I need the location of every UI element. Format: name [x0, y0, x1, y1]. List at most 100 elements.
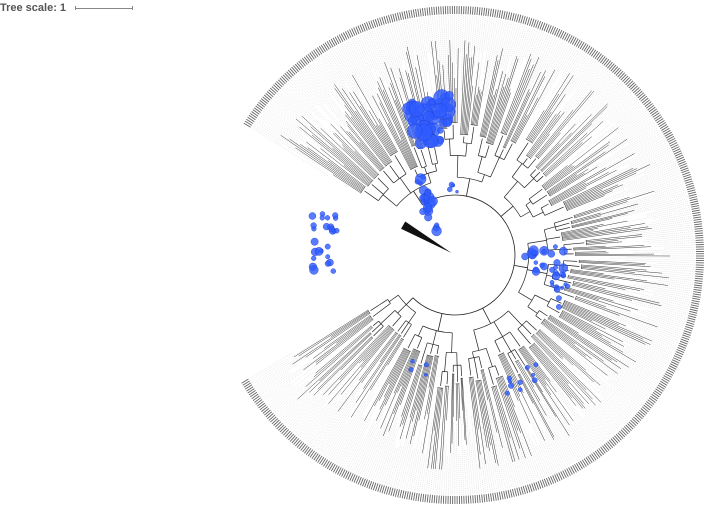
- leaf-label: [692, 295, 701, 298]
- leaf-guide-line: [365, 415, 391, 478]
- node-marker: [455, 189, 459, 194]
- leaf-label: [602, 445, 608, 453]
- leaf-label: [676, 156, 685, 161]
- leaf-label: [273, 84, 280, 91]
- leaf-guide-line: [264, 347, 335, 401]
- internal-branch: [494, 135, 504, 156]
- leaf-guide-line: [507, 426, 526, 485]
- leaf-label: [307, 449, 314, 457]
- leaf-label: [500, 10, 504, 19]
- leaf-label: [291, 66, 298, 74]
- leaf-label: [518, 14, 522, 23]
- leaf-branch: [537, 90, 595, 158]
- leaf-guide-line: [318, 57, 351, 104]
- leaf-guide-line: [646, 310, 686, 323]
- leaf-label: [613, 67, 620, 75]
- leaf-label: [693, 291, 702, 294]
- leaf-label: [410, 492, 414, 501]
- node-marker: [565, 283, 571, 289]
- leaf-guide-line: [333, 47, 360, 92]
- leaf-branch: [543, 132, 588, 174]
- leaf-branch: [346, 130, 382, 171]
- leaf-label: [672, 357, 681, 362]
- node-marker: [517, 387, 523, 392]
- leaf-branch: [572, 218, 613, 228]
- leaf-guide-line: [593, 130, 661, 172]
- leaf-guide-line: [549, 392, 592, 453]
- leaf-branch: [343, 147, 376, 179]
- leaf-label: [403, 490, 407, 499]
- node-marker: [550, 283, 555, 288]
- clade-arc: [525, 138, 533, 144]
- leaf-branch: [315, 326, 372, 374]
- leaf-label: [533, 19, 537, 28]
- leaf-branch: [525, 367, 557, 417]
- leaf-guide-line: [623, 337, 671, 362]
- leaf-branch: [424, 355, 437, 420]
- leaf-guide-line: [322, 54, 359, 109]
- clade-arc: [457, 176, 482, 183]
- leaf-branch: [545, 144, 609, 191]
- leaf-label: [641, 97, 649, 104]
- leaf-label: [325, 460, 330, 468]
- node-marker: [547, 250, 555, 258]
- leaf-guide-line: [378, 429, 397, 483]
- leaf-guide-line: [380, 409, 405, 484]
- leaf-label: [426, 494, 429, 503]
- leaf-branch: [431, 387, 441, 469]
- leaf-label: [385, 15, 389, 24]
- leaf-guide-line: [497, 420, 515, 488]
- leaf-guide-line: [587, 350, 650, 396]
- leaf-branch: [361, 333, 398, 384]
- leaf-branch: [573, 282, 660, 304]
- leaf-branch: [586, 241, 623, 245]
- leaf-label: [686, 184, 695, 189]
- leaf-branch: [495, 385, 520, 460]
- internal-branch: [460, 365, 462, 377]
- leaf-label: [537, 21, 542, 29]
- leaf-guide-line: [638, 231, 694, 238]
- leaf-label: [472, 495, 474, 504]
- leaf-label: [419, 493, 422, 502]
- leaf-label: [615, 433, 622, 441]
- leaf-guide-line: [376, 422, 397, 482]
- leaf-branch: [518, 349, 570, 426]
- leaf-label: [686, 319, 695, 323]
- leaf-guide-line: [643, 333, 677, 348]
- leaf-label: [528, 18, 533, 26]
- leaf-guide-line: [369, 437, 387, 480]
- leaf-label: [509, 489, 513, 498]
- leaf-label: [548, 476, 553, 485]
- leaf-label: [566, 33, 571, 42]
- leaf-label: [600, 56, 606, 64]
- internal-branch: [493, 321, 503, 337]
- leaf-label: [570, 466, 575, 474]
- leaf-branch: [564, 289, 631, 312]
- leaf-branch: [292, 312, 370, 365]
- leaf-guide-line: [560, 58, 593, 105]
- leaf-label: [695, 232, 704, 235]
- leaf-guide-line: [432, 449, 437, 495]
- node-marker: [521, 252, 529, 261]
- node-marker: [330, 268, 336, 274]
- leaf-label: [695, 234, 704, 237]
- leaf-guide-line: [648, 266, 695, 270]
- leaf-branch: [574, 197, 630, 216]
- leaf-label: [541, 479, 546, 488]
- clade-arc: [370, 325, 373, 329]
- leaf-label: [656, 118, 664, 124]
- leaf-label: [481, 494, 483, 503]
- leaf-guide-line: [469, 429, 476, 495]
- leaf-branch: [497, 377, 526, 459]
- leaf-guide-line: [434, 453, 439, 495]
- leaf-guide-line: [539, 445, 553, 475]
- node-marker: [447, 186, 453, 193]
- leaf-label: [648, 106, 656, 113]
- clade-arc: [478, 155, 486, 158]
- leaf-guide-line: [452, 14, 454, 61]
- leaf-label: [422, 493, 425, 502]
- leaf-branch: [564, 301, 619, 326]
- leaf-guide-line: [664, 246, 695, 249]
- leaf-label: [655, 388, 663, 394]
- leaf-branch: [355, 110, 391, 163]
